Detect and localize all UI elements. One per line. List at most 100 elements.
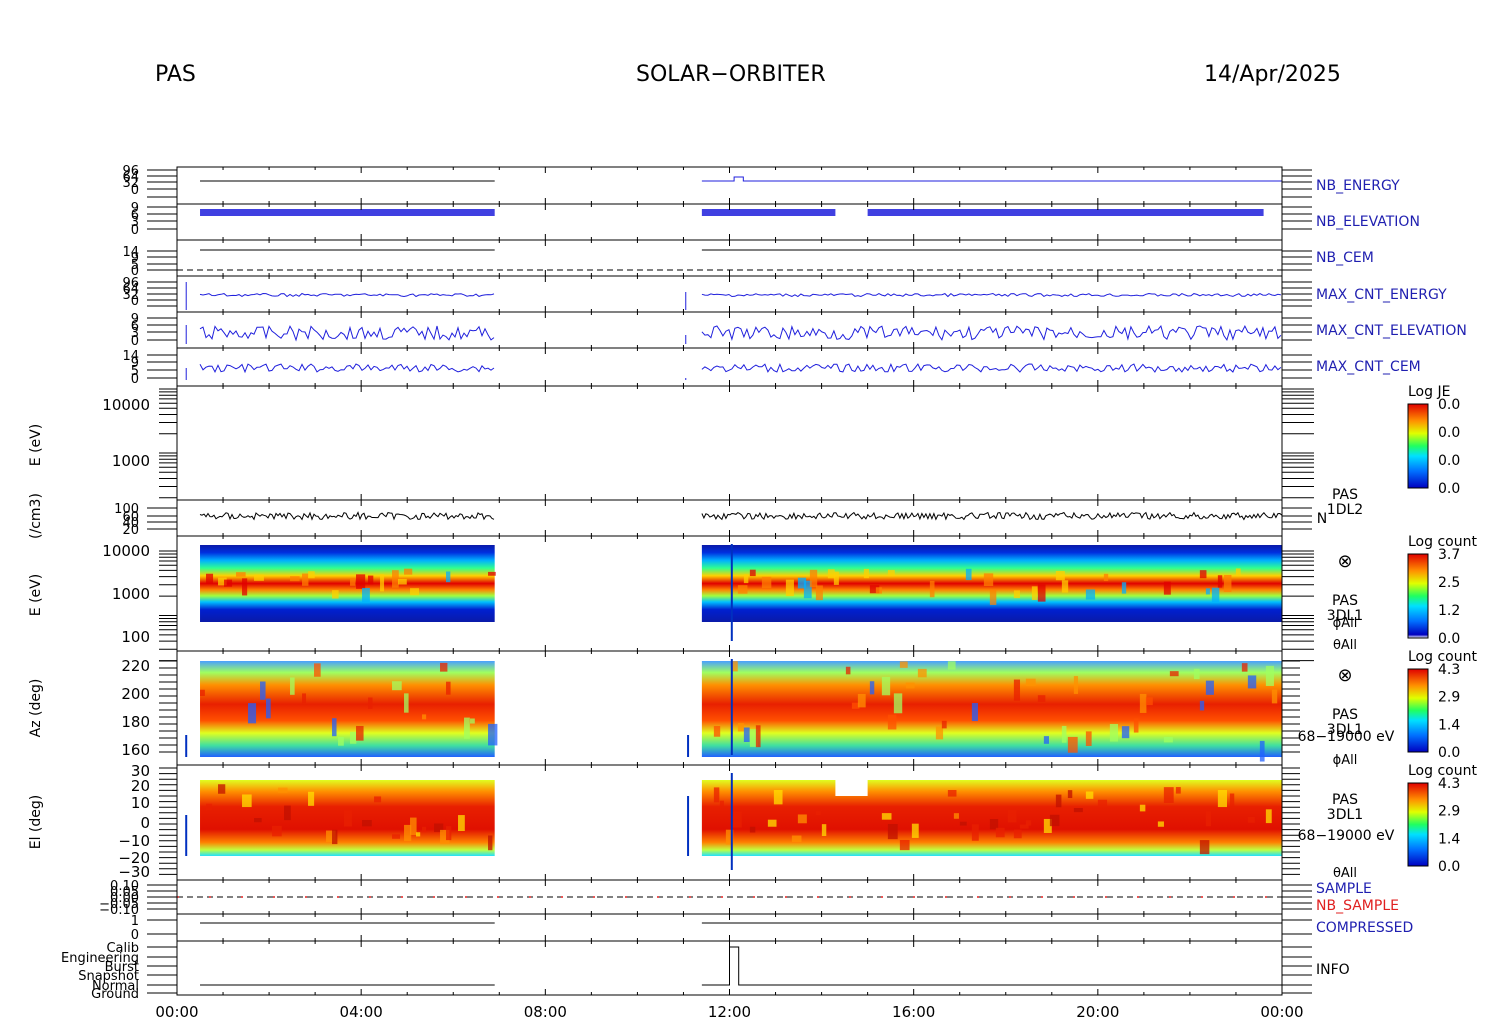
- azimuth_spectrogram-texture: [755, 725, 761, 748]
- el-ytick-label: −30: [118, 863, 150, 881]
- elevation_spectrogram-texture: [1199, 840, 1210, 855]
- elevation_spectrogram-texture: [1043, 818, 1052, 833]
- elevation_spectrogram-texture: [218, 784, 226, 794]
- compressed-label: COMPRESSED: [1316, 920, 1413, 936]
- energy_spectrogram-texture: [749, 569, 756, 577]
- elevation_spectrogram-texture: [1265, 809, 1272, 824]
- energy-ytick-label: 1000: [112, 585, 150, 603]
- elevation_spectrogram-texture: [749, 826, 756, 833]
- energy_spectrogram-texture: [809, 569, 818, 588]
- energy_spectrogram-texture: [1211, 587, 1220, 602]
- az-colorbar-tick: 4.3: [1438, 662, 1460, 678]
- elevation_spectrogram-texture: [1217, 789, 1228, 808]
- energy_spectrogram-texture: [404, 568, 413, 575]
- elevation_spectrogram-texture: [713, 787, 720, 803]
- azimuth_spectrogram-texture: [881, 676, 891, 696]
- elevation_spectrogram-texture: [1229, 793, 1235, 808]
- el-energy-range-label: 68−19000 eV: [1298, 828, 1395, 844]
- energy_spectrogram-texture: [1223, 575, 1232, 593]
- energy-colorbar-tick: 3.7: [1438, 547, 1460, 563]
- azimuth_spectrogram-texture: [200, 689, 205, 696]
- azimuth_spectrogram-texture: [1193, 668, 1200, 680]
- el-ytick-label: 20: [131, 777, 150, 795]
- nb_elevation-label: NB_ELEVATION: [1316, 214, 1420, 230]
- info-ytick-label: Normal: [92, 979, 139, 994]
- elevation_spectrogram-texture: [1073, 808, 1083, 813]
- elevation_spectrogram-texture: [1007, 809, 1017, 823]
- azimuth_spectrogram-interval-0: [200, 661, 495, 757]
- energy_spectrogram-texture: [833, 571, 839, 585]
- elevation_spectrogram-texture: [284, 805, 291, 821]
- azimuth_spectrogram-texture: [266, 698, 271, 719]
- info-label: INFO: [1316, 962, 1350, 978]
- elevation_spectrogram-texture: [1157, 821, 1164, 827]
- energy_spectrogram-texture: [1163, 581, 1171, 595]
- elevation_spectrogram-texture: [1139, 804, 1146, 812]
- energy_spectrogram-texture: [218, 577, 227, 586]
- elevation_spectrogram-texture: [362, 820, 372, 827]
- elevation_spectrogram-texture: [242, 794, 252, 808]
- azimuth_spectrogram-texture: [731, 661, 738, 672]
- azimuth_spectrogram-texture: [1271, 689, 1278, 704]
- elevation_spectrogram-texture: [1175, 787, 1181, 794]
- nb_cem-label: NB_CEM: [1316, 250, 1374, 266]
- je-colorbar-title: Log JE: [1408, 384, 1450, 400]
- elevation_spectrogram-texture: [458, 815, 465, 832]
- energy_spectrogram-texture: [302, 573, 309, 586]
- azimuth_spectrogram-texture: [1037, 695, 1046, 702]
- elevation_spectrogram-texture: [797, 814, 807, 824]
- azimuth_spectrogram-texture: [857, 693, 866, 708]
- elevation_spectrogram-texture: [278, 787, 288, 793]
- compressed-ytick-label: 1: [131, 914, 139, 929]
- azimuth_spectrogram-texture: [422, 714, 427, 720]
- azimuth_spectrogram-texture: [1265, 665, 1274, 686]
- max_cnt_elevation-ytick-label: 9: [131, 312, 139, 327]
- azimuth_spectrogram-texture: [887, 714, 897, 730]
- energy_spectrogram-texture: [368, 575, 374, 585]
- energy_spectrogram-texture: [290, 576, 300, 582]
- nb_energy-ytick-label: 64: [122, 170, 139, 185]
- nb-energy-trace-1: [701, 176, 1282, 182]
- el-theta-label: θAll: [1333, 866, 1357, 881]
- x-tick-label: 04:00: [340, 1003, 383, 1020]
- elevation_spectrogram-texture: [326, 830, 336, 843]
- energy_spectrogram-texture: [815, 585, 823, 601]
- je-colorbar: [1407, 403, 1429, 489]
- elevation_spectrogram-texture: [1067, 790, 1073, 799]
- elevation_spectrogram-texture: [206, 803, 213, 811]
- energy-colorbar-tick: 0.0: [1438, 631, 1460, 647]
- nb_elevation-ytick-label: 6: [131, 208, 139, 223]
- info-ytick-label: Engineering: [61, 951, 139, 966]
- el-ytick-label: −20: [118, 849, 150, 867]
- energy_spectrogram-texture: [1121, 582, 1127, 594]
- elevation_spectrogram-texture: [1097, 799, 1108, 806]
- elevation_spectrogram-texture: [1049, 814, 1060, 827]
- azimuth_spectrogram-texture: [1205, 680, 1214, 695]
- el-colorbar-tick: 0.0: [1438, 859, 1460, 875]
- elevation_spectrogram-texture: [434, 823, 444, 833]
- azimuth_spectrogram-texture: [971, 703, 978, 722]
- nb_cem-ytick-label: 5: [131, 258, 139, 273]
- azimuth_spectrogram-texture: [1133, 718, 1139, 733]
- elevation_spectrogram-texture: [410, 817, 417, 835]
- max_cnt_energy-ytick-label: 96: [122, 276, 139, 291]
- nb_energy-ytick-label: 32: [122, 176, 139, 191]
- max_cnt_elevation-trace-1: [701, 324, 1282, 342]
- energy_spectrogram-texture: [1217, 575, 1223, 588]
- az-colorbar: [1407, 668, 1429, 753]
- energy_spectrogram-texture: [1199, 570, 1207, 579]
- energy-ytick-label: 10000: [102, 542, 150, 560]
- nb_energy-label: NB_ENERGY: [1316, 178, 1400, 194]
- azimuth_spectrogram-texture: [1199, 700, 1205, 711]
- azimuth_spectrogram-texture: [1145, 697, 1153, 706]
- az-ytick-label: 160: [121, 741, 150, 759]
- energy-phi-label: ϕAll: [1333, 616, 1358, 631]
- elevation_spectrogram-texture: [374, 796, 382, 803]
- max_cnt_energy-trace-0: [199, 292, 495, 298]
- mission-title: SOLAR−ORBITER: [636, 62, 826, 87]
- elevation_spectrogram-texture: [947, 790, 957, 797]
- elevation_spectrogram-texture: [995, 827, 1005, 838]
- elevation_spectrogram-texture: [1013, 829, 1022, 839]
- elevation_spectrogram-texture: [392, 834, 401, 839]
- energy_spectrogram-texture: [362, 587, 370, 603]
